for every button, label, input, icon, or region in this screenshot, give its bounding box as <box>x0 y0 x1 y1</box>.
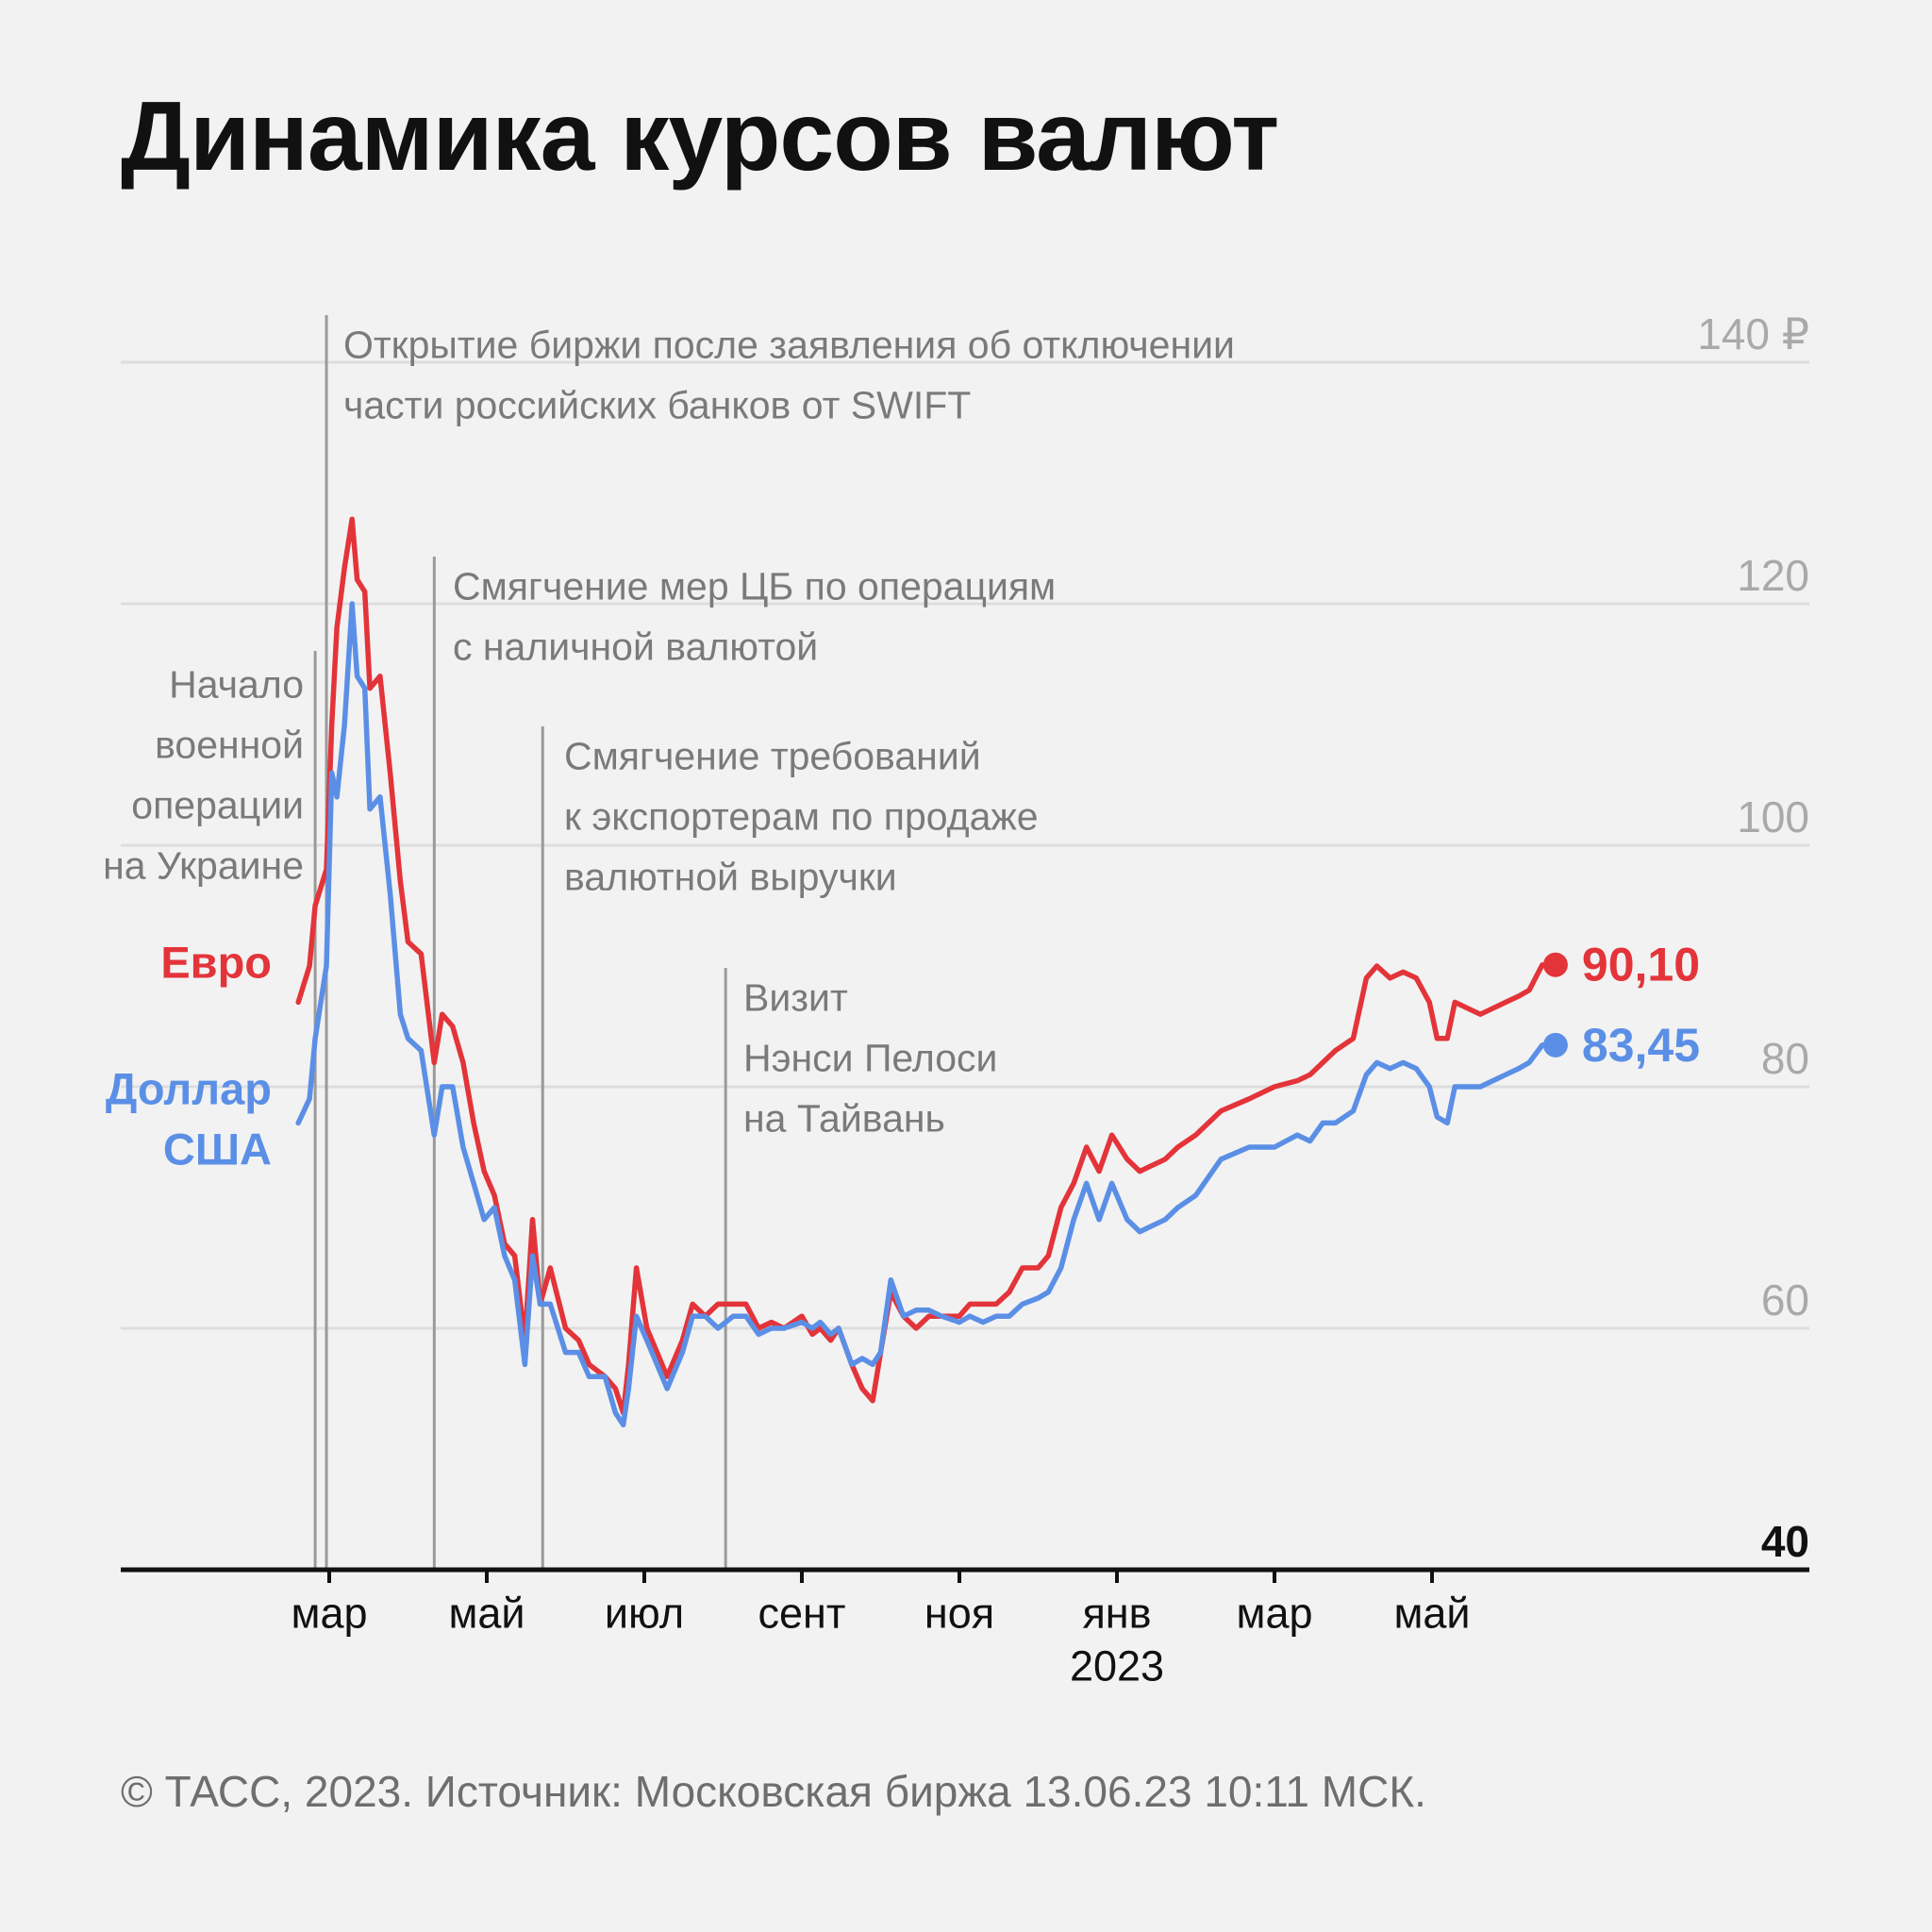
x-tick-label: май <box>1393 1590 1470 1638</box>
x-tick-label: мар <box>291 1590 368 1638</box>
y-tick-label: 60 <box>1761 1275 1809 1324</box>
y-tick-label: 120 <box>1737 551 1809 600</box>
annotation-text: Смягчение требований <box>564 735 981 778</box>
annotation-text: Открытие биржи после заявления об отключ… <box>343 324 1235 367</box>
gridlines: 140 ₽ 120 100 80 60 40 <box>121 309 1809 1566</box>
series-name-label: Евро <box>160 938 272 988</box>
annotation-text: Начало <box>169 663 304 707</box>
y-tick-label: 140 ₽ <box>1697 309 1809 358</box>
series-end-marker <box>1542 1032 1568 1058</box>
annotation-text: Нэнси Пелоси <box>743 1037 997 1080</box>
y-tick-label: 100 <box>1737 792 1809 841</box>
series-lines <box>295 516 1568 1428</box>
y-tick-label: 40 <box>1761 1517 1809 1566</box>
annotation-text: Смягчение мер ЦБ по операциям <box>453 565 1056 608</box>
series-end-value: 90,10 <box>1582 939 1700 991</box>
x-tick-label: май <box>448 1590 525 1638</box>
source-note: © ТАСС, 2023. Источник: Московская биржа… <box>121 1767 1426 1816</box>
series-name-label: США <box>163 1124 272 1174</box>
annotation-text: на Украине <box>103 844 304 888</box>
annotation-text: на Тайвань <box>743 1097 945 1141</box>
annotation-text: части российских банков от SWIFT <box>343 384 971 427</box>
x-tick-label: сент <box>758 1590 846 1638</box>
annotation-text: операции <box>131 784 304 827</box>
x-tick-label: янв <box>1082 1590 1151 1638</box>
event-annotations: Начало военной операции на Украине Открытие … <box>103 315 1235 1570</box>
annotation-text: Визит <box>743 976 848 1020</box>
annotation-text: с наличной валютой <box>453 625 818 669</box>
annotation-text: к экспортерам по продаже <box>564 795 1039 839</box>
series-labels: 90,10 83,45 Евро Доллар США <box>106 938 1700 1174</box>
x-tick-sublabel: 2023 <box>1070 1642 1164 1690</box>
series-end-marker <box>1542 952 1568 977</box>
x-tick-label: ноя <box>924 1590 994 1638</box>
annotation-text: военной <box>155 724 304 767</box>
x-tick-label: июл <box>605 1590 684 1638</box>
series-line-usd <box>295 601 1545 1428</box>
x-tick-label: мар <box>1237 1590 1313 1638</box>
series-name-label: Доллар <box>106 1064 272 1114</box>
series-end-value: 83,45 <box>1582 1019 1700 1072</box>
chart-title: Динамика курсов валют <box>121 82 1279 192</box>
y-tick-label: 80 <box>1761 1034 1809 1083</box>
annotation-text: валютной выручки <box>564 856 897 899</box>
